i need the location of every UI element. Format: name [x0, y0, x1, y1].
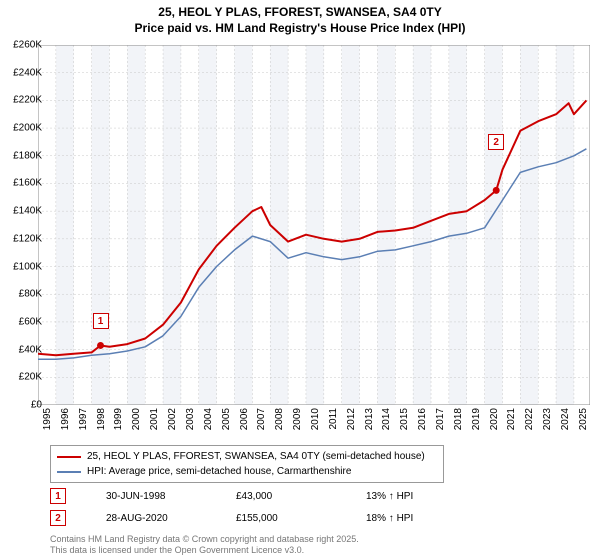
sale-date: 30-JUN-1998 [106, 491, 196, 502]
x-tick-label: 2008 [274, 408, 285, 430]
footer: Contains HM Land Registry data © Crown c… [50, 534, 359, 557]
sale-delta: 18% ↑ HPI [366, 513, 456, 524]
sale-marker-1: 1 [50, 488, 66, 504]
sale-marker-2: 2 [50, 510, 66, 526]
title-line1: 25, HEOL Y PLAS, FFOREST, SWANSEA, SA4 0… [0, 4, 600, 20]
y-tick-label: £240K [2, 67, 42, 78]
chart-container: 25, HEOL Y PLAS, FFOREST, SWANSEA, SA4 0… [0, 0, 600, 560]
chart-area [38, 45, 590, 405]
x-tick-label: 2006 [239, 408, 250, 430]
x-tick-label: 2018 [453, 408, 464, 430]
sale-price: £155,000 [236, 513, 326, 524]
y-tick-label: £80K [2, 289, 42, 300]
x-tick-label: 2022 [524, 408, 535, 430]
x-tick-label: 2023 [542, 408, 553, 430]
y-tick-label: £180K [2, 150, 42, 161]
x-tick-label: 2012 [346, 408, 357, 430]
x-tick-label: 2009 [292, 408, 303, 430]
footer-line2: This data is licensed under the Open Gov… [50, 545, 359, 556]
x-tick-label: 2000 [131, 408, 142, 430]
x-tick-label: 2002 [167, 408, 178, 430]
x-tick-label: 1996 [60, 408, 71, 430]
x-tick-label: 1995 [42, 408, 53, 430]
y-tick-label: £100K [2, 261, 42, 272]
legend-item: HPI: Average price, semi-detached house,… [57, 464, 437, 479]
y-tick-label: £40K [2, 344, 42, 355]
chart-marker-1: 1 [93, 313, 109, 329]
chart-svg [38, 45, 590, 405]
x-tick-label: 2004 [203, 408, 214, 430]
y-tick-label: £60K [2, 316, 42, 327]
x-tick-label: 2016 [417, 408, 428, 430]
sale-row-2: 2 28-AUG-2020 £155,000 18% ↑ HPI [50, 510, 456, 526]
x-tick-label: 2011 [328, 408, 339, 430]
x-tick-label: 2021 [506, 408, 517, 430]
x-tick-label: 2015 [399, 408, 410, 430]
title-block: 25, HEOL Y PLAS, FFOREST, SWANSEA, SA4 0… [0, 0, 600, 36]
legend: 25, HEOL Y PLAS, FFOREST, SWANSEA, SA4 0… [50, 445, 444, 483]
title-line2: Price paid vs. HM Land Registry's House … [0, 20, 600, 36]
chart-marker-2: 2 [488, 134, 504, 150]
x-tick-label: 2005 [221, 408, 232, 430]
y-tick-label: £260K [2, 40, 42, 51]
x-tick-label: 1997 [78, 408, 89, 430]
x-tick-label: 2024 [560, 408, 571, 430]
sale-delta: 13% ↑ HPI [366, 491, 456, 502]
footer-line1: Contains HM Land Registry data © Crown c… [50, 534, 359, 545]
sale-row-1: 1 30-JUN-1998 £43,000 13% ↑ HPI [50, 488, 456, 504]
y-tick-label: £140K [2, 206, 42, 217]
x-tick-label: 1999 [113, 408, 124, 430]
sale-price: £43,000 [236, 491, 326, 502]
x-tick-label: 1998 [96, 408, 107, 430]
legend-item: 25, HEOL Y PLAS, FFOREST, SWANSEA, SA4 0… [57, 449, 437, 464]
x-tick-label: 2025 [578, 408, 589, 430]
x-tick-label: 2014 [381, 408, 392, 430]
x-tick-label: 2017 [435, 408, 446, 430]
sale-date: 28-AUG-2020 [106, 513, 196, 524]
x-tick-label: 2013 [364, 408, 375, 430]
x-tick-label: 2010 [310, 408, 321, 430]
x-tick-label: 2007 [256, 408, 267, 430]
x-tick-label: 2020 [489, 408, 500, 430]
y-tick-label: £160K [2, 178, 42, 189]
legend-label: 25, HEOL Y PLAS, FFOREST, SWANSEA, SA4 0… [87, 449, 425, 464]
legend-swatch [57, 471, 81, 473]
legend-label: HPI: Average price, semi-detached house,… [87, 464, 351, 479]
x-tick-label: 2003 [185, 408, 196, 430]
y-tick-label: £200K [2, 123, 42, 134]
y-tick-label: £20K [2, 372, 42, 383]
legend-swatch [57, 456, 81, 458]
y-tick-label: £120K [2, 233, 42, 244]
y-tick-label: £220K [2, 95, 42, 106]
y-tick-label: £0 [2, 400, 42, 411]
x-tick-label: 2001 [149, 408, 160, 430]
x-tick-label: 2019 [471, 408, 482, 430]
